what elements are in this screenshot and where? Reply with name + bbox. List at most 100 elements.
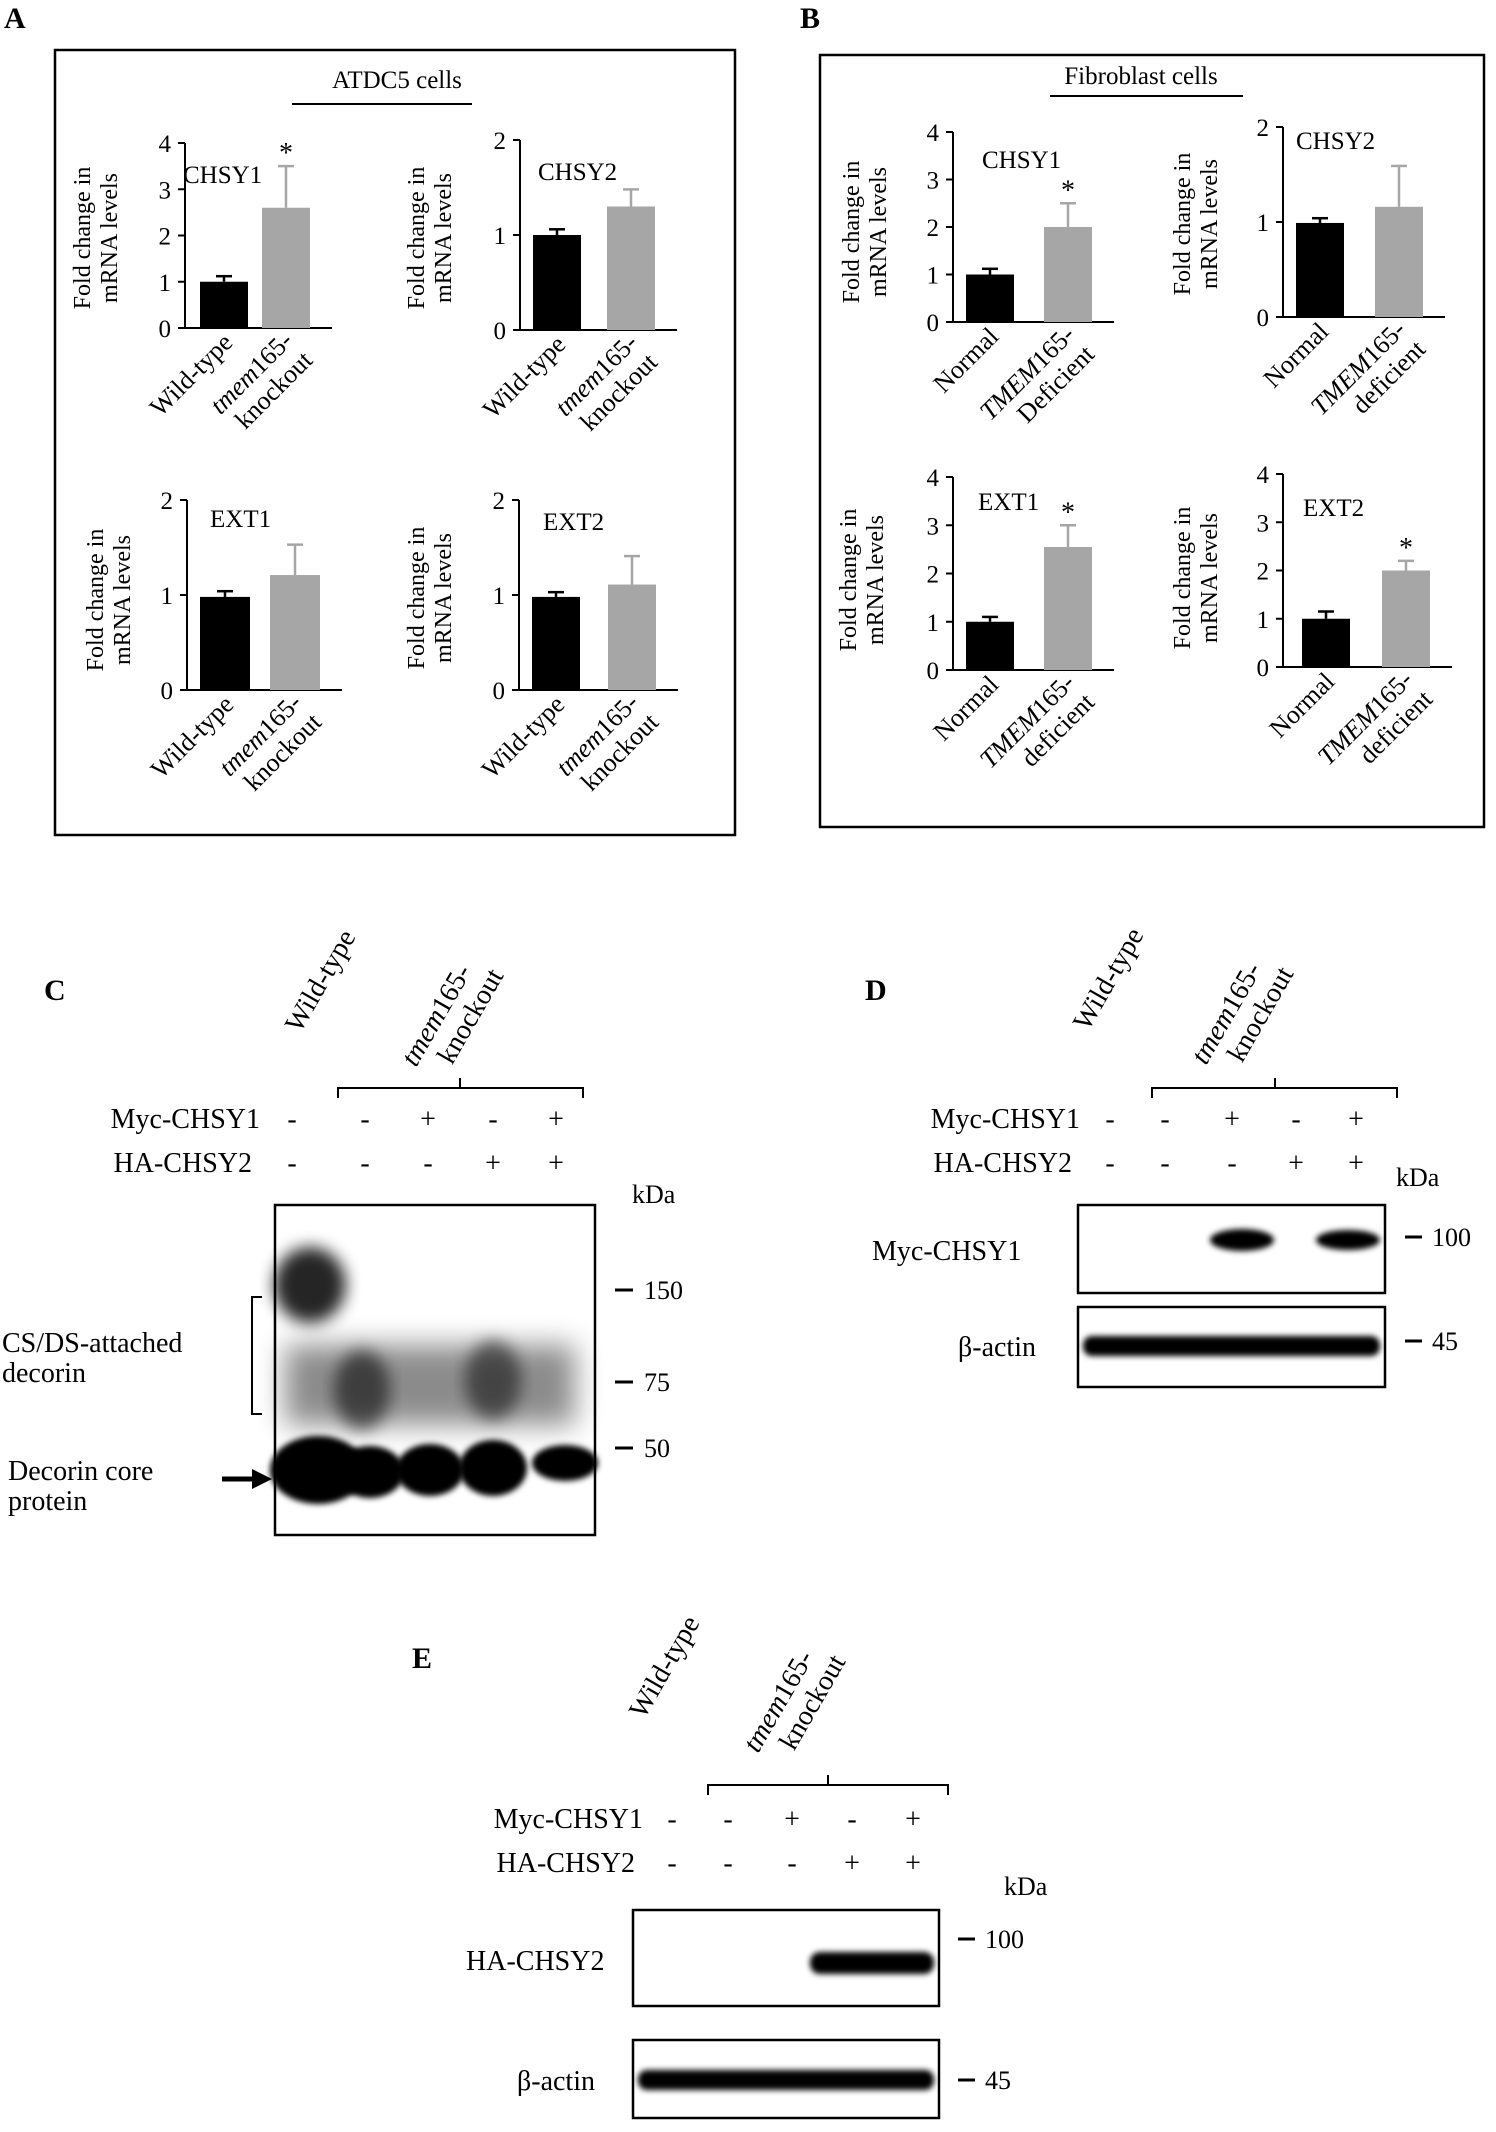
y-axis-label-line2: mRNA levels (1197, 513, 1223, 643)
panel-c-annotations: CS/DS-attached decorin Decorin core prot… (2, 1296, 272, 1517)
y-axis-label-line2: mRNA levels (431, 173, 457, 303)
y-tick-label: 1 (1257, 607, 1270, 634)
panel-d-band-lane3 (1210, 1229, 1274, 1251)
y-tick-label: 2 (161, 488, 174, 515)
y-tick-label: 1 (927, 610, 940, 637)
ha-sign: - (1160, 1148, 1169, 1179)
panel-e-blot1-label: HA-CHSY2 (466, 1946, 604, 1977)
y-tick-label: 3 (927, 168, 940, 195)
y-tick-label: 3 (927, 513, 940, 540)
lane-label-wildtype: Wild-type (279, 925, 362, 1038)
y-axis-label-line1: Fold change in (404, 167, 430, 310)
ha-chsy2-row-label: HA-CHSY2 (934, 1148, 1072, 1179)
category-label-control: Wild-type (476, 690, 570, 784)
myc-sign: + (1224, 1104, 1240, 1135)
bar-control (533, 235, 581, 330)
ha-sign: + (1288, 1148, 1304, 1179)
ha-sign: + (485, 1148, 501, 1179)
annotation-core-line1: Decorin core (8, 1456, 153, 1487)
panel-label-c: C (44, 974, 66, 1007)
y-axis-label-line2: mRNA levels (110, 535, 136, 665)
bar-mutant (262, 207, 310, 328)
y-tick-label: 1 (1257, 210, 1270, 237)
ha-sign: - (1227, 1148, 1236, 1179)
y-tick-label: 4 (1257, 462, 1270, 489)
bar-mutant (270, 575, 320, 690)
chart-title: EXT1 (210, 506, 271, 533)
blot-smear-lane1-high (274, 1247, 346, 1323)
marker-100-e: 100 (985, 1925, 1024, 1954)
blot-core-band-lane4 (459, 1440, 527, 1496)
y-axis-label-line1: Fold change in (836, 509, 862, 652)
y-axis-label: Fold change inmRNA levels (836, 509, 889, 652)
y-tick-label: 0 (161, 678, 174, 705)
chart-title: CHSY1 (183, 162, 262, 189)
y-axis-label-line1: Fold change in (1170, 507, 1196, 650)
panel-c-lane-header: Wild-type tmem165-knockout Myc-CHSY1 HA-CHS… (111, 925, 584, 1179)
y-axis-label: Fold change inmRNA levels (404, 527, 457, 670)
ha-sign: - (423, 1148, 432, 1179)
ha-sign: + (844, 1848, 860, 1879)
blot-smear-lane4 (465, 1340, 521, 1420)
marker-45-d: 45 (1432, 1327, 1458, 1356)
bar-control (200, 281, 248, 328)
myc-sign: - (488, 1104, 497, 1135)
y-axis-label: Fold change inmRNA levels (1170, 153, 1223, 296)
annotation-core-line2: protein (8, 1486, 87, 1517)
bar-mutant (608, 584, 656, 690)
y-tick-label: 2 (159, 224, 172, 251)
lane-label-knockout: tmem165-knockout (737, 1634, 852, 1772)
bar-mutant (1044, 227, 1092, 322)
panel-e-blot2-label: β-actin (517, 2066, 595, 2097)
lane-label-knockout: tmem165-knockout (395, 948, 510, 1086)
myc-sign: - (1160, 1104, 1169, 1135)
ha-sign: - (667, 1848, 676, 1879)
bar-control (966, 621, 1014, 670)
panel-c-decorin-blot (270, 1203, 598, 1537)
y-axis-label-line2: mRNA levels (863, 515, 889, 645)
y-tick-label: 0 (494, 318, 507, 345)
y-axis-label: Fold change inmRNA levels (83, 529, 136, 672)
bar-control (532, 596, 580, 690)
y-tick-label: 1 (927, 263, 940, 290)
y-tick-label: 4 (159, 131, 172, 158)
category-label-control: Normal (1264, 667, 1341, 744)
myc-sign: - (287, 1104, 296, 1135)
ha-sign: - (787, 1848, 796, 1879)
knockout-bracket (707, 1784, 949, 1795)
blot-smear-midregion (285, 1345, 575, 1425)
chart-title: EXT1 (978, 489, 1039, 516)
y-axis-label-line1: Fold change in (839, 161, 865, 304)
ha-sign: + (548, 1148, 564, 1179)
knockout-bracket (337, 1087, 584, 1098)
panel-b-frame (818, 53, 1486, 829)
y-tick-label: 2 (494, 128, 507, 155)
y-tick-label: 1 (161, 583, 174, 610)
panel-label-e: E (412, 1642, 432, 1675)
y-tick-label: 0 (493, 678, 506, 705)
annotation-csds-line2: decorin (2, 1358, 86, 1389)
bar-control (966, 274, 1014, 322)
significance-star: * (1399, 533, 1413, 564)
y-axis-label-line1: Fold change in (404, 527, 430, 670)
bar-control (1296, 222, 1344, 317)
myc-sign: + (1348, 1104, 1364, 1135)
panel-label-d: D (865, 974, 887, 1007)
y-tick-label: 3 (159, 177, 172, 204)
ha-sign: - (287, 1148, 296, 1179)
y-tick-label: 0 (1257, 305, 1270, 332)
bar-mutant (607, 206, 655, 330)
panel-a-frame (53, 48, 737, 837)
ha-sign: + (905, 1848, 921, 1879)
panel-e-lane-header: Wild-type tmem165-knockout Myc-CHSY1 HA-CHS… (494, 1611, 949, 1879)
myc-sign: - (723, 1804, 732, 1835)
y-tick-label: 2 (927, 215, 940, 242)
bar-chart-b-ext2: 0 1 2 3 4 Fold change inmRNA levels EXT2 * Norma… (1170, 462, 1452, 771)
marker-50: 50 (644, 1434, 670, 1463)
ha-chsy2-row-label: HA-CHSY2 (114, 1148, 252, 1179)
panel-e-actin-band (638, 2070, 934, 2090)
